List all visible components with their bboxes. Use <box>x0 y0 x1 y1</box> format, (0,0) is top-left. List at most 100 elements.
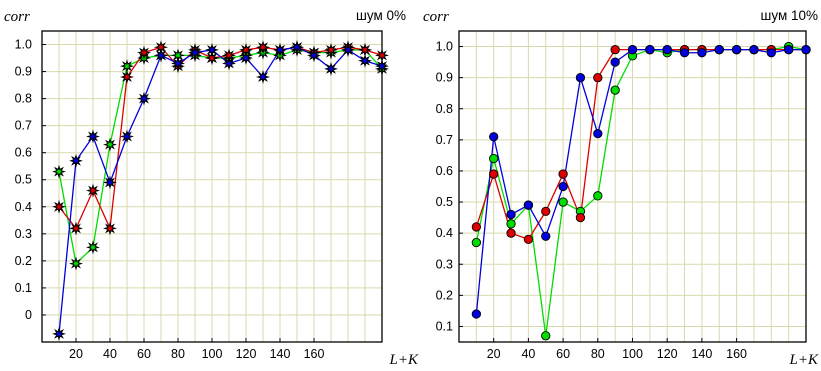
data-point <box>224 58 234 68</box>
data-point <box>542 207 550 215</box>
y-tick-label: 0.6 <box>436 164 453 178</box>
data-point <box>360 56 370 66</box>
chart-title: шум 10% <box>761 8 818 23</box>
y-axis-label: corr <box>4 9 30 25</box>
x-tick-label: 80 <box>591 347 605 361</box>
chart-panel-2: 0.1 0.2 0.3 0.4 0.5 0.6 0.7 0.8 0.9 1.0 20 40 60 80 10… <box>423 8 819 368</box>
y-axis-label: corr <box>423 9 449 25</box>
data-point <box>326 45 336 55</box>
data-point <box>715 45 723 53</box>
y-tick-label: 0.3 <box>15 227 32 241</box>
data-point <box>326 64 336 74</box>
x-tick-label: 40 <box>521 347 535 361</box>
data-point <box>507 220 515 228</box>
data-point <box>88 185 98 195</box>
y-tick-label: 0.3 <box>436 257 453 271</box>
data-point <box>472 238 480 246</box>
data-point <box>105 139 115 149</box>
data-point <box>472 310 480 318</box>
x-tick-label: 120 <box>236 347 257 361</box>
data-point <box>490 170 498 178</box>
data-point <box>156 50 166 60</box>
data-point <box>628 45 636 53</box>
y-tick-label: 1.0 <box>15 38 32 52</box>
y-tick-label: 0.1 <box>436 319 453 333</box>
data-point <box>559 170 567 178</box>
grid <box>459 31 806 342</box>
y-tick-label: 0.4 <box>15 200 32 214</box>
data-point <box>611 45 619 53</box>
x-tick-label: 120 <box>657 347 678 361</box>
series-1 <box>476 47 806 336</box>
y-axis: 0 0.1 0.2 0.3 0.4 0.5 0.6 0.7 0.8 0.9 1.0 <box>15 38 46 322</box>
data-point <box>542 332 550 340</box>
series-2-markers <box>472 45 810 243</box>
chart-title: шум 0% <box>356 8 406 23</box>
data-point <box>139 93 149 103</box>
y-tick-label: 0 <box>25 308 32 322</box>
data-point <box>275 45 285 55</box>
series-line <box>476 50 806 314</box>
data-point <box>802 45 810 53</box>
x-tick-label: 80 <box>171 347 185 361</box>
data-point <box>71 156 81 166</box>
data-point <box>524 201 532 209</box>
series-3 <box>59 47 382 334</box>
data-point <box>54 329 64 339</box>
y-tick-label: 0.5 <box>436 195 453 209</box>
data-point <box>258 42 268 52</box>
data-point <box>594 73 602 81</box>
data-point <box>559 198 567 206</box>
series-3-markers <box>472 45 810 318</box>
y-tick-label: 0.8 <box>15 92 32 106</box>
data-point <box>680 49 688 57</box>
x-axis-label: L+K <box>789 352 819 368</box>
data-point <box>54 166 64 176</box>
y-tick-label: 0.8 <box>436 102 453 116</box>
data-point <box>524 235 532 243</box>
y-tick-label: 0.7 <box>436 133 453 147</box>
y-tick-label: 0.9 <box>15 65 32 79</box>
y-tick-label: 0.6 <box>15 146 32 160</box>
y-tick-label: 1.0 <box>436 40 453 54</box>
data-point <box>207 45 217 55</box>
data-point <box>241 53 251 63</box>
data-point <box>292 42 302 52</box>
data-point <box>576 73 584 81</box>
data-point <box>54 202 64 212</box>
y-tick-label: 0.4 <box>436 226 453 240</box>
x-tick-label: 140 <box>691 347 712 361</box>
x-axis-label: L+K <box>389 352 419 368</box>
y-tick-label: 0.1 <box>15 281 32 295</box>
data-point <box>71 223 81 233</box>
x-tick-label: 160 <box>304 347 325 361</box>
data-point <box>360 45 370 55</box>
data-point <box>732 45 740 53</box>
data-point <box>490 154 498 162</box>
x-tick-label: 100 <box>622 347 643 361</box>
data-point <box>594 192 602 200</box>
x-tick-label: 20 <box>487 347 501 361</box>
data-point <box>767 49 775 57</box>
data-point <box>88 131 98 141</box>
x-tick-label: 60 <box>137 347 151 361</box>
data-point <box>190 47 200 57</box>
data-point <box>122 131 132 141</box>
x-tick-label: 40 <box>103 347 117 361</box>
x-tick-label: 60 <box>556 347 570 361</box>
y-tick-label: 0.2 <box>436 288 453 302</box>
series-line <box>59 47 382 334</box>
x-tick-label: 20 <box>69 347 83 361</box>
data-point <box>377 61 387 71</box>
data-point <box>646 45 654 53</box>
data-point <box>88 242 98 252</box>
data-point <box>105 177 115 187</box>
series-2 <box>59 47 382 228</box>
data-point <box>663 45 671 53</box>
data-point <box>105 223 115 233</box>
y-tick-label: 0.5 <box>15 173 32 187</box>
data-point <box>258 72 268 82</box>
data-point <box>490 133 498 141</box>
series-2-markers <box>54 42 387 234</box>
